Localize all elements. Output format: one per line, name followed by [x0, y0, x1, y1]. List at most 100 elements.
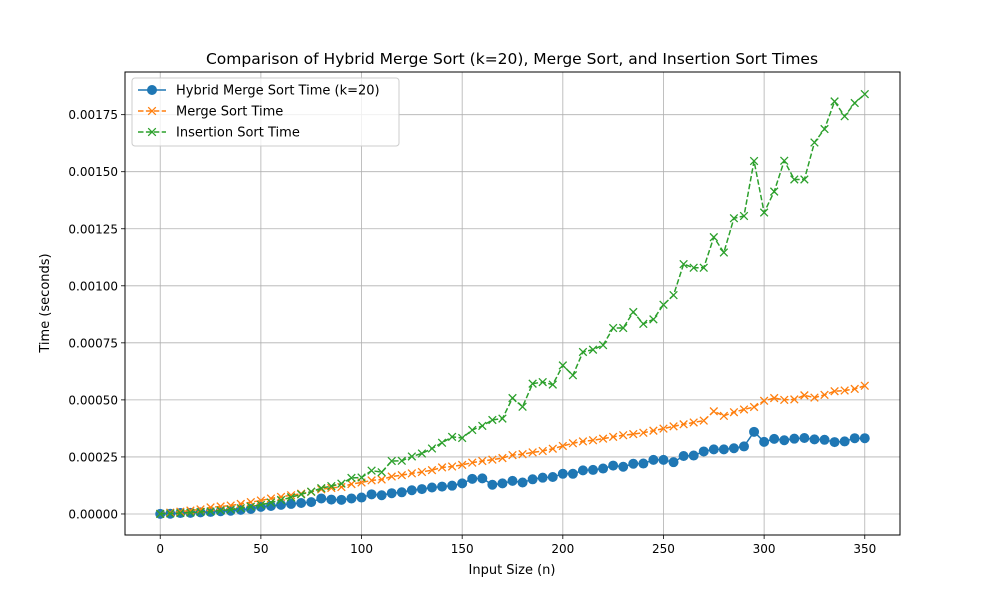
data-point: [648, 454, 659, 465]
x-tick-label: 200: [551, 542, 574, 556]
data-point: [548, 380, 558, 389]
x-axis-label: Input Size (n): [469, 563, 556, 578]
data-point: [689, 418, 698, 427]
data-point: [809, 434, 820, 445]
data-point: [538, 377, 547, 387]
axis-ticks: 0 50 100 150 200 250 300 350 0.00000 0.00025 0.000…: [68, 108, 876, 556]
data-point: [477, 473, 488, 484]
data-point: [820, 390, 829, 400]
data-point: [407, 469, 417, 478]
data-point: [508, 450, 517, 460]
data-point: [810, 138, 819, 147]
y-tick-label: 0.00075: [68, 336, 118, 350]
data-point: [830, 386, 839, 396]
plot-series: [155, 89, 870, 519]
data-point: [860, 381, 870, 390]
data-point: [356, 492, 367, 503]
data-point: [347, 473, 356, 483]
data-point: [557, 468, 568, 479]
data-point: [226, 505, 235, 514]
data-point: [357, 473, 366, 482]
data-point: [679, 259, 688, 269]
data-point: [426, 482, 437, 493]
y-tick-label: 0.00025: [68, 450, 118, 464]
data-point: [679, 420, 688, 429]
data-point: [649, 426, 658, 435]
data-point: [387, 472, 396, 481]
data-point: [276, 492, 286, 502]
data-point: [306, 487, 316, 496]
data-point: [246, 502, 256, 511]
data-point: [487, 479, 498, 490]
data-point: [577, 465, 588, 476]
data-point: [718, 444, 729, 455]
grid-lines: [125, 72, 900, 535]
legend-label: Hybrid Merge Sort Time (k=20): [176, 84, 380, 99]
data-point: [518, 402, 527, 411]
data-point: [508, 393, 517, 403]
data-point: [467, 473, 478, 484]
data-point: [386, 488, 397, 499]
data-point: [598, 463, 609, 474]
data-point: [649, 315, 658, 324]
data-point: [406, 485, 417, 496]
data-point: [447, 462, 457, 471]
data-point: [367, 466, 376, 475]
data-point: [739, 405, 749, 414]
data-point: [427, 444, 437, 453]
data-point: [206, 503, 215, 512]
data-point: [488, 455, 497, 464]
data-point: [799, 432, 810, 443]
data-point: [618, 461, 629, 472]
data-point: [216, 502, 225, 511]
data-point: [749, 402, 759, 412]
y-axis-label: Time (seconds): [38, 253, 53, 353]
data-point: [347, 479, 356, 489]
data-point: [669, 290, 678, 300]
data-point: [819, 434, 830, 445]
y-tick-label: 0.00050: [68, 393, 118, 407]
x-tick-label: 50: [253, 542, 268, 556]
data-point: [779, 435, 790, 446]
data-point: [769, 433, 780, 444]
data-point: [830, 97, 839, 106]
data-point: [728, 443, 739, 454]
data-point: [528, 448, 537, 457]
data-point: [266, 498, 276, 507]
data-point: [417, 467, 427, 477]
legend-box: [131, 77, 400, 147]
data-point: [225, 505, 236, 516]
data-point: [478, 421, 487, 431]
data-point: [498, 414, 507, 423]
data-point: [749, 426, 760, 437]
data-point: [376, 490, 387, 501]
data-point: [478, 456, 487, 466]
data-point: [739, 211, 749, 221]
series-2: [155, 89, 870, 519]
data-point: [176, 508, 185, 518]
data-point: [327, 481, 336, 491]
data-point: [498, 453, 507, 463]
data-point: [387, 456, 396, 466]
legend-swatch-marker: [147, 127, 157, 137]
data-point: [457, 478, 468, 489]
data-point: [286, 498, 297, 509]
data-point: [437, 463, 447, 472]
data-point: [860, 89, 870, 99]
data-point: [417, 449, 427, 458]
legend: Hybrid Merge Sort Time (k=20) Merge Sort …: [131, 77, 400, 147]
data-point: [789, 433, 800, 444]
data-point: [437, 438, 447, 448]
data-point: [749, 156, 759, 166]
data-point: [709, 407, 719, 416]
data-point: [850, 98, 859, 108]
data-point: [840, 386, 849, 395]
data-point: [790, 395, 799, 404]
data-point: [336, 494, 347, 505]
data-point: [527, 474, 538, 485]
data-point: [839, 436, 850, 447]
data-point: [457, 460, 467, 470]
x-tick-label: 250: [652, 542, 675, 556]
data-point: [658, 454, 669, 465]
data-point: [779, 395, 789, 405]
